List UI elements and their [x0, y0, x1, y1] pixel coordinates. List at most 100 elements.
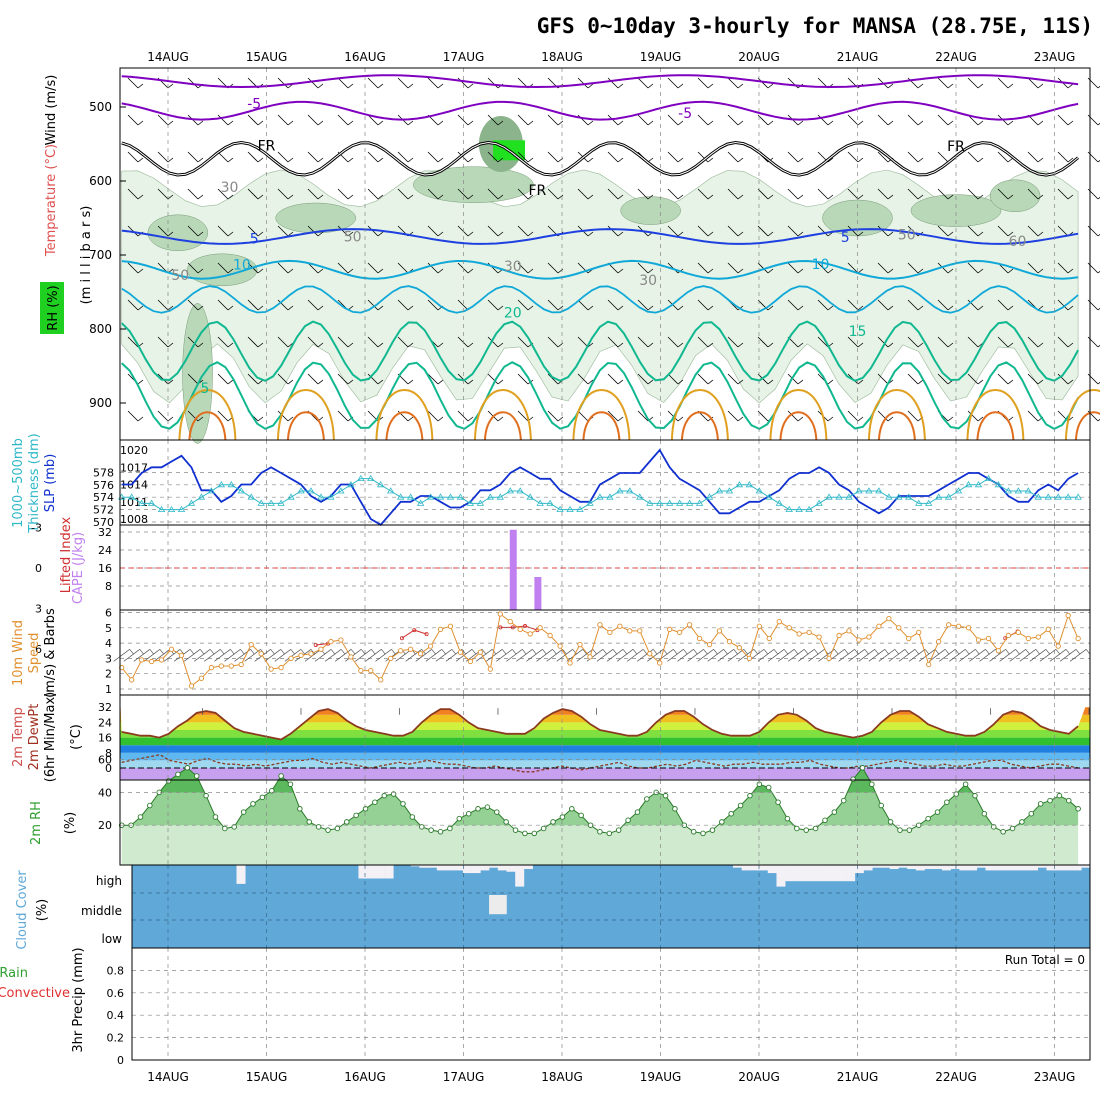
contour-label: 60 — [1009, 234, 1027, 250]
wind-barb — [427, 373, 439, 385]
wind-barb — [247, 373, 259, 385]
wind-barb — [967, 225, 979, 237]
thickness-marker — [974, 481, 983, 488]
wind-speed-marker — [268, 666, 274, 672]
wind-barb — [427, 151, 439, 163]
warm-contour — [276, 389, 335, 441]
wind-barb — [377, 231, 384, 237]
warm-contour — [976, 411, 1015, 441]
wind-barb — [587, 120, 594, 126]
wind-barb — [707, 157, 714, 163]
wind-barb — [803, 649, 809, 655]
wind-barb — [230, 649, 235, 655]
wind-barb — [317, 157, 324, 163]
high-cloud-gap — [976, 865, 986, 868]
rh-marker — [615, 827, 622, 833]
wind-barb — [954, 649, 960, 655]
warm-contour — [769, 389, 828, 441]
bottom-date-label: 20AUG — [738, 1070, 780, 1084]
wind-barb — [884, 649, 890, 655]
wind-barb — [817, 225, 829, 237]
wind-barb — [431, 649, 437, 655]
wind-barb — [457, 225, 469, 237]
rh-marker — [728, 810, 734, 817]
rh-marker — [737, 802, 744, 809]
wind-barb — [637, 299, 649, 311]
wind-barb — [527, 231, 534, 237]
high-cloud-gap — [1037, 865, 1047, 868]
wind-barb — [556, 649, 573, 662]
thickness-marker — [1074, 493, 1082, 500]
high-cloud-gap — [1029, 865, 1039, 871]
wind-barb — [637, 188, 649, 200]
wind-barb — [427, 410, 439, 422]
rh-marker — [1009, 825, 1016, 832]
wind-barb — [607, 225, 619, 237]
wind-speed-marker — [676, 629, 683, 636]
wind-barb — [677, 305, 684, 311]
thickness-marker — [865, 487, 873, 494]
wind-speed-marker — [248, 641, 254, 648]
thickness-slp-panel: 570572574576578100810111014101710201000~… — [11, 433, 1091, 534]
wind-barb — [307, 299, 319, 311]
wind-barb — [928, 649, 946, 662]
wind-barb — [887, 194, 894, 200]
thickness-marker — [835, 493, 843, 500]
wind-barb — [1055, 649, 1061, 655]
wind-barb — [227, 157, 234, 163]
thickness-marker — [157, 505, 166, 512]
wind-barb — [697, 299, 709, 311]
wind-barb — [377, 120, 384, 126]
wind-barb — [437, 194, 444, 200]
high-cloud-gap — [933, 865, 943, 870]
wind-barb — [337, 373, 349, 385]
contour-label: 50 — [898, 227, 916, 243]
warm-contour — [680, 411, 719, 441]
wind-barb — [817, 336, 829, 348]
wind-barb — [707, 649, 724, 662]
wind-barb — [1097, 307, 1100, 311]
thickness-marker — [626, 487, 634, 494]
wind-barb — [257, 194, 264, 200]
wind-barb — [697, 262, 709, 274]
wind-barb — [167, 194, 174, 200]
wind-barb — [167, 305, 174, 311]
wind-barb — [582, 649, 588, 655]
wind-barb — [317, 305, 324, 311]
lifted-index-marker — [399, 636, 404, 641]
wind-barb — [497, 305, 504, 311]
wind-barb — [257, 157, 264, 163]
wind-barb — [137, 416, 144, 422]
thickness-marker — [207, 487, 216, 494]
wind-barb — [1057, 151, 1069, 163]
wind-barb — [737, 231, 744, 237]
thickness-marker — [297, 487, 305, 494]
thickness-marker — [924, 499, 933, 506]
high-cloud-gap — [924, 865, 934, 870]
wind-barb — [727, 410, 739, 422]
wind-barb — [997, 373, 1009, 385]
wind-barb — [287, 305, 294, 311]
rh-marker — [859, 765, 866, 771]
y-tick-label: 24 — [98, 544, 112, 557]
thickness-marker — [516, 487, 524, 494]
wind-barb — [227, 342, 234, 348]
wind-speed-marker — [457, 649, 464, 655]
high-cloud-gap — [497, 865, 507, 871]
wind-speed-marker — [557, 643, 563, 649]
wind-barb — [371, 649, 376, 655]
wind-barb — [526, 649, 543, 662]
wind-barb — [557, 120, 564, 126]
wind-barb — [1025, 649, 1031, 655]
wind-barb — [652, 649, 658, 655]
wind-barb — [904, 649, 910, 655]
wind-barb — [437, 157, 444, 163]
wind-barb — [497, 120, 504, 126]
y-tick-label: 6 — [105, 607, 112, 620]
wind-barb — [307, 188, 319, 200]
wind-barb — [307, 336, 319, 348]
wind-barb — [397, 262, 409, 274]
wind-barb — [277, 77, 289, 89]
wind-barb — [197, 305, 204, 311]
wind-barb — [270, 649, 275, 655]
